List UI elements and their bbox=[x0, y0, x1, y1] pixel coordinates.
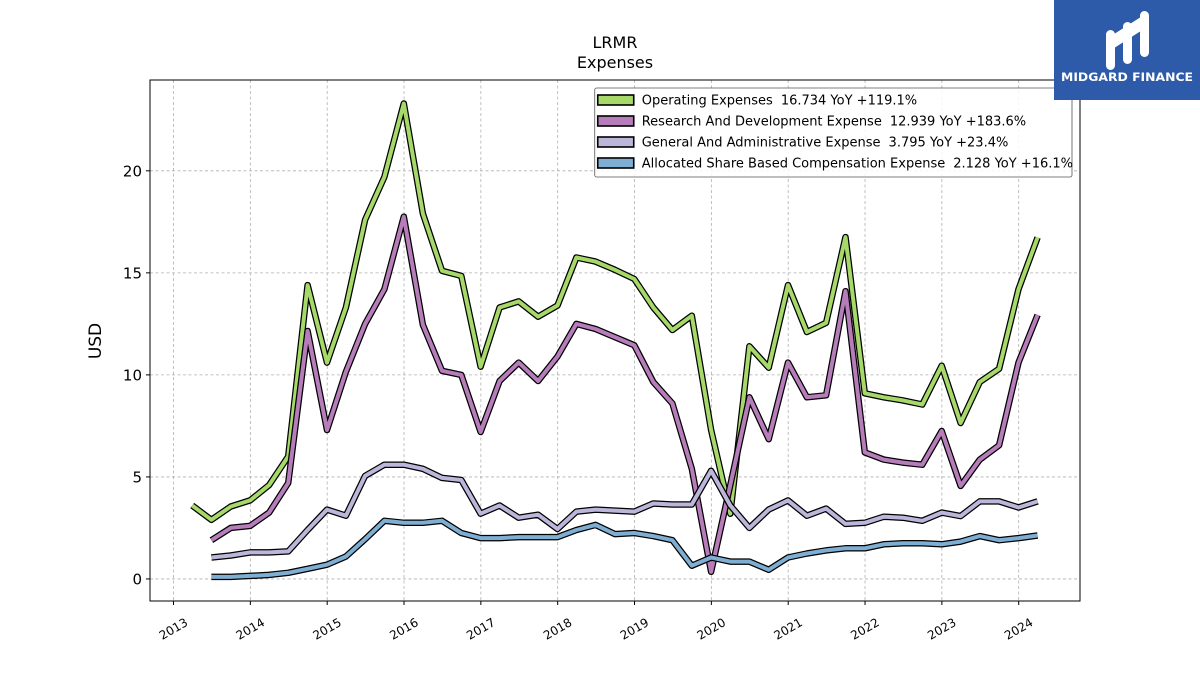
legend-series-name: General And Administrative Expense bbox=[642, 136, 881, 151]
y-tick-label-15: 15 bbox=[123, 264, 142, 282]
legend-label-operating-expenses: Operating Expenses 16.734 YoY +119.1% bbox=[642, 94, 917, 109]
legend: Operating Expenses 16.734 YoY +119.1% Rese… bbox=[594, 87, 1073, 178]
series-line-allocated-share-based-compensation-expense bbox=[211, 518, 1038, 579]
legend-frame bbox=[594, 87, 1073, 178]
y-tick-label-0: 0 bbox=[132, 570, 142, 588]
logo-graphic: MIDGARD FINANCE bbox=[1054, 0, 1200, 100]
legend-series-stats: 16.734 YoY +119.1% bbox=[781, 94, 917, 109]
y-tick-label-20: 20 bbox=[123, 162, 142, 180]
legend-entry-operating-expenses: Operating Expenses 16.734 YoY +119.1% bbox=[596, 94, 917, 109]
legend-series-stats: 12.939 YoY +183.6% bbox=[890, 115, 1026, 130]
legend-series-stats: 3.795 YoY +23.4% bbox=[889, 136, 1009, 151]
chart-title: LRMR bbox=[593, 33, 638, 52]
legend-entry-general-and-administrative-expense: General And Administrative Expense 3.795 … bbox=[596, 136, 1009, 151]
legend-series-name: Allocated Share Based Compensation Expen… bbox=[642, 157, 945, 172]
legend-label-general-and-administrative-expense: General And Administrative Expense 3.795 … bbox=[642, 136, 1009, 151]
legend-swatch-operating-expenses bbox=[596, 94, 635, 106]
legend-entry-research-and-development-expense: Research And Development Expense 12.939 Y… bbox=[596, 115, 1026, 130]
series-line-operating-expenses bbox=[191, 101, 1040, 522]
y-tick-label-10: 10 bbox=[123, 366, 142, 384]
legend-swatch-general-and-administrative-expense bbox=[596, 136, 635, 148]
series-line-general-and-administrative-expense bbox=[211, 462, 1039, 560]
legend-series-stats: 2.128 YoY +16.1% bbox=[953, 157, 1073, 172]
legend-swatch-research-and-development-expense bbox=[596, 115, 635, 127]
legend-label-allocated-share-based-compensation-expense: Allocated Share Based Compensation Expen… bbox=[642, 157, 1073, 172]
legend-label-research-and-development-expense: Research And Development Expense 12.939 Y… bbox=[642, 115, 1026, 130]
plot-frame bbox=[149, 79, 1081, 602]
midgard-finance-logo: MIDGARD FINANCE bbox=[1054, 0, 1200, 100]
legend-swatch-allocated-share-based-compensation-expense bbox=[596, 157, 635, 169]
chart-subtitle: Expenses bbox=[577, 53, 653, 72]
series-lines bbox=[190, 100, 1041, 581]
series-line-research-and-development-expense bbox=[210, 214, 1040, 574]
y-axis: 0 5 10 15 20 bbox=[123, 162, 150, 588]
midgard-monogram-icon bbox=[1106, 11, 1149, 70]
logo-brand-text: MIDGARD FINANCE bbox=[1061, 70, 1193, 84]
legend-series-name: Research And Development Expense bbox=[642, 115, 882, 130]
y-axis-label: USD bbox=[86, 323, 106, 359]
y-tick-label-5: 5 bbox=[132, 468, 142, 486]
legend-series-name: Operating Expenses bbox=[642, 94, 773, 109]
legend-entry-allocated-share-based-compensation-expense: Allocated Share Based Compensation Expen… bbox=[596, 157, 1073, 172]
